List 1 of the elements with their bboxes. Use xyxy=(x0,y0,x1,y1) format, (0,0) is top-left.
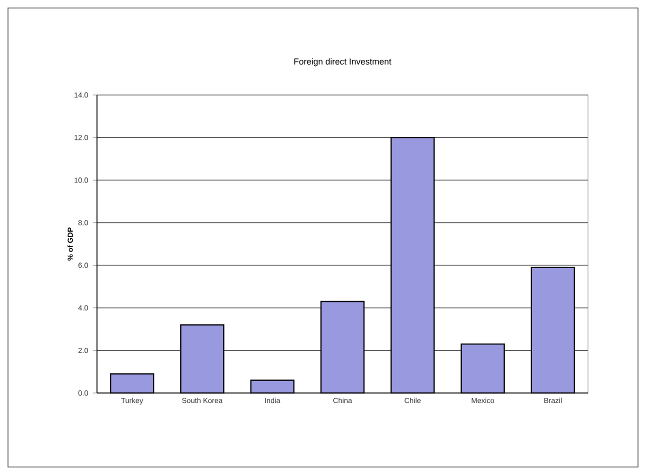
chart-title: Foreign direct Investment xyxy=(294,58,392,66)
